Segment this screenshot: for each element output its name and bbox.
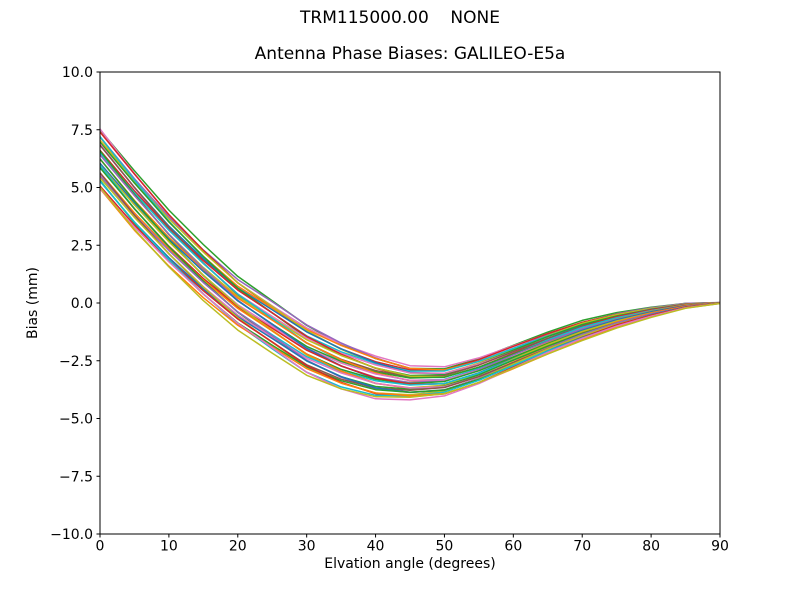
y-tick-label: −10.0 bbox=[50, 527, 93, 543]
x-tick-label: 70 bbox=[573, 539, 591, 555]
x-tick-label: 20 bbox=[229, 539, 247, 555]
figure-suptitle: TRM115000.00 NONE bbox=[300, 8, 500, 28]
bias-curve bbox=[99, 179, 721, 394]
chart-title: Antenna Phase Biases: GALILEO-E5a bbox=[254, 44, 566, 64]
y-tick-label: −5.0 bbox=[59, 412, 93, 428]
bias-curve bbox=[99, 149, 721, 378]
x-tick-label: 0 bbox=[96, 539, 105, 555]
x-tick-label: 80 bbox=[642, 539, 660, 555]
y-tick-label: −2.5 bbox=[59, 354, 93, 370]
y-tick-label: 5.0 bbox=[71, 181, 93, 197]
bias-curve bbox=[99, 152, 721, 382]
x-axis-label: Elvation angle (degrees) bbox=[324, 556, 496, 572]
bias-curve bbox=[99, 180, 721, 393]
y-tick-label: 7.5 bbox=[71, 123, 93, 139]
x-tick-label: 60 bbox=[504, 539, 522, 555]
y-tick-label: 2.5 bbox=[71, 238, 93, 254]
axes-frame bbox=[99, 71, 721, 535]
bias-curve bbox=[99, 164, 721, 386]
bias-curve bbox=[99, 128, 721, 368]
x-tick-label: 50 bbox=[436, 539, 454, 555]
x-tick-label: 40 bbox=[367, 539, 385, 555]
y-tick-label: 0.0 bbox=[71, 296, 93, 312]
bias-curve bbox=[99, 188, 721, 397]
bias-curve bbox=[99, 166, 721, 385]
y-axis-label: Bias (mm) bbox=[25, 266, 41, 340]
y-tick-label: −7.5 bbox=[59, 469, 93, 485]
bias-curve bbox=[99, 162, 721, 386]
bias-curve bbox=[99, 177, 721, 396]
x-tick-label: 90 bbox=[711, 539, 729, 555]
bias-curve bbox=[99, 186, 721, 398]
x-tick-label: 10 bbox=[160, 539, 178, 555]
x-tick-label: 30 bbox=[298, 539, 316, 555]
bias-curve bbox=[99, 187, 721, 401]
y-tick-label: 10.0 bbox=[62, 65, 93, 81]
